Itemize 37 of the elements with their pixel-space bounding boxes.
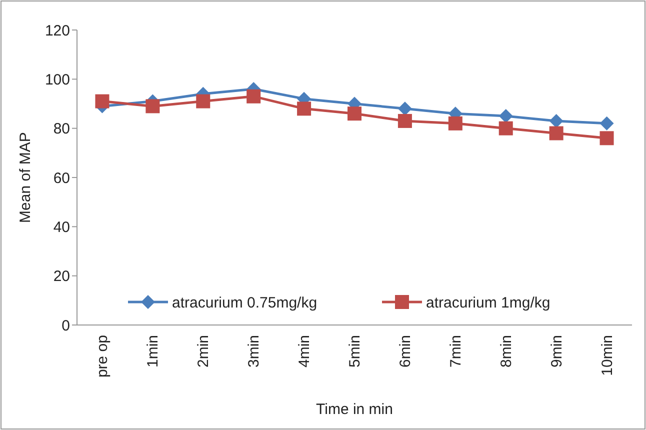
x-tick-label: 2min [195,335,212,368]
point [448,116,462,130]
y-tick-label: 0 [62,317,70,334]
y-axis-title: Mean of MAP [17,132,34,223]
x-tick-label: 6min [396,335,414,368]
y-tick-label: 120 [44,22,70,40]
x-tick-label: 3min [246,335,263,368]
y-tick-label: 20 [53,268,70,286]
x-tick-label: 4min [296,335,314,368]
point [196,94,210,108]
x-tick-label: 8min [498,335,515,368]
point [146,99,160,114]
point [348,106,362,121]
y-tick-label: 60 [53,170,70,187]
point [600,116,614,130]
point [398,102,412,116]
point [549,114,564,128]
legend-label: atracurium 0.75mg/kg [172,294,318,312]
point [498,109,513,124]
point [297,102,312,116]
x-axis-title: Time in min [316,401,393,418]
point [498,121,513,136]
point [600,131,614,146]
x-tick-label: 5min [346,335,364,368]
point [246,89,261,104]
x-tick-label: 10min [598,335,616,376]
x-tick-label: 7min [447,335,464,368]
x-tick-label: pre op [94,335,112,378]
y-tick-label: 100 [44,71,70,88]
point [398,114,412,128]
point [95,94,110,108]
y-tick-label: 40 [53,218,70,236]
point [549,126,564,140]
y-tick-label: 80 [53,120,70,138]
legend-label: atracurium 1mg/kg [426,294,550,312]
x-tick-label: 1min [144,335,162,368]
x-tick-label: 9min [548,335,566,368]
